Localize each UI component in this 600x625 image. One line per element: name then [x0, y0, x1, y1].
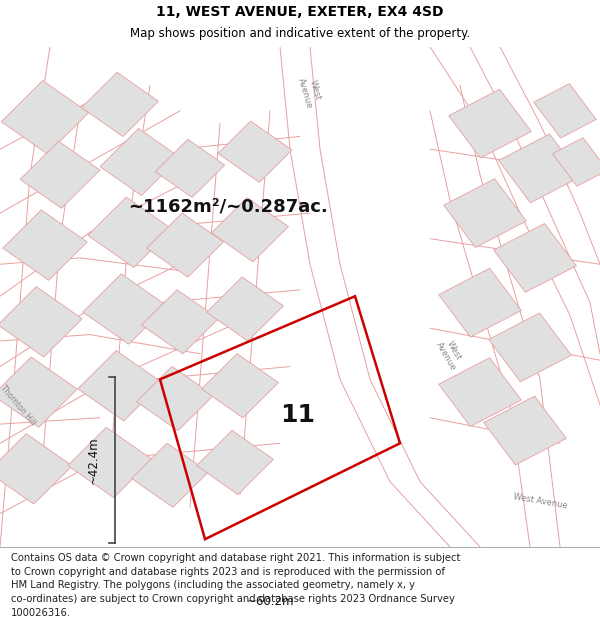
Text: Map shows position and indicative extent of the property.: Map shows position and indicative extent…: [130, 28, 470, 40]
Polygon shape: [1, 81, 89, 154]
Text: West
Avenue: West Avenue: [434, 335, 466, 372]
Polygon shape: [494, 224, 576, 292]
Polygon shape: [202, 354, 278, 418]
Polygon shape: [484, 396, 566, 465]
Text: West
Avenue: West Avenue: [296, 74, 324, 109]
Text: 11: 11: [281, 402, 316, 426]
Polygon shape: [88, 197, 172, 268]
Polygon shape: [131, 443, 208, 508]
Text: co-ordinates) are subject to Crown copyright and database rights 2023 Ordnance S: co-ordinates) are subject to Crown copyr…: [11, 594, 455, 604]
Text: HM Land Registry. The polygons (including the associated geometry, namely x, y: HM Land Registry. The polygons (includin…: [11, 581, 415, 591]
Polygon shape: [534, 84, 596, 138]
Polygon shape: [146, 213, 223, 277]
Polygon shape: [20, 141, 100, 208]
Polygon shape: [155, 139, 224, 198]
Polygon shape: [449, 89, 531, 158]
Polygon shape: [197, 431, 274, 494]
Text: ~60.2m: ~60.2m: [246, 595, 294, 608]
Polygon shape: [499, 134, 581, 202]
Polygon shape: [489, 313, 571, 382]
Polygon shape: [0, 434, 72, 504]
Polygon shape: [0, 357, 77, 428]
Polygon shape: [100, 128, 180, 196]
Polygon shape: [439, 268, 521, 337]
Polygon shape: [142, 290, 218, 354]
Text: West Avenue: West Avenue: [512, 492, 568, 510]
Polygon shape: [439, 357, 521, 426]
Polygon shape: [212, 198, 289, 262]
Text: 11, WEST AVENUE, EXETER, EX4 4SD: 11, WEST AVENUE, EXETER, EX4 4SD: [156, 5, 444, 19]
Polygon shape: [444, 179, 526, 248]
Polygon shape: [78, 351, 162, 421]
Polygon shape: [82, 72, 158, 136]
Polygon shape: [206, 277, 283, 341]
Polygon shape: [68, 428, 152, 498]
Text: Thornton Hill: Thornton Hill: [0, 383, 37, 427]
Text: to Crown copyright and database rights 2023 and is reproduced with the permissio: to Crown copyright and database rights 2…: [11, 567, 445, 577]
Text: Contains OS data © Crown copyright and database right 2021. This information is : Contains OS data © Crown copyright and d…: [11, 553, 460, 563]
Polygon shape: [0, 287, 82, 357]
Polygon shape: [218, 121, 292, 182]
Polygon shape: [553, 138, 600, 186]
Text: ~1162m²/~0.287ac.: ~1162m²/~0.287ac.: [128, 198, 328, 216]
Polygon shape: [83, 274, 167, 344]
Polygon shape: [137, 366, 214, 431]
Polygon shape: [3, 210, 87, 280]
Text: ~42.4m: ~42.4m: [87, 436, 100, 484]
Text: 100026316.: 100026316.: [11, 608, 71, 618]
